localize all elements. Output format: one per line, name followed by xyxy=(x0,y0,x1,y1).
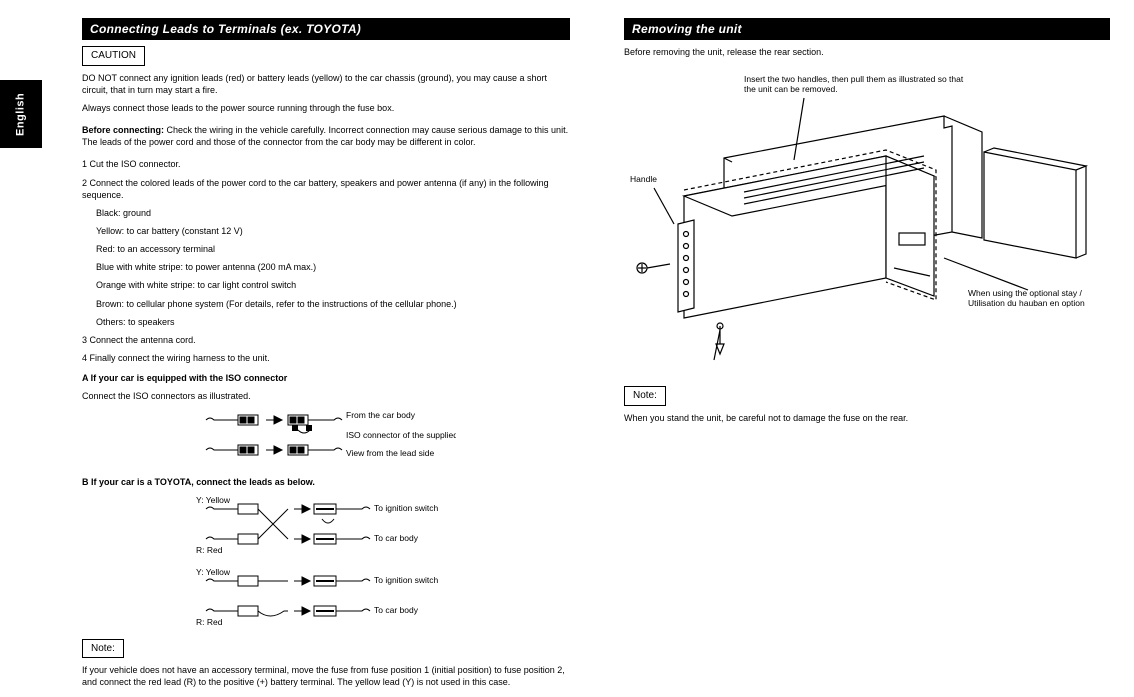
b2-body: To car body xyxy=(374,605,419,615)
s2-c: Red: to an accessory terminal xyxy=(96,243,570,255)
caution-label: CAUTION xyxy=(82,46,145,66)
before-heading: Before connecting: xyxy=(82,125,164,135)
connector-diagram-b1: Y: Yellow R: Red To ignition switch To c… xyxy=(196,495,456,557)
diagA-label1: From the car body xyxy=(346,410,416,420)
s2-f: Brown: to cellular phone system (For det… xyxy=(96,298,570,310)
b2-ign: To ignition switch xyxy=(374,575,439,585)
right-section-header: Removing the unit xyxy=(624,18,1110,40)
right-note-label: Note: xyxy=(624,386,666,406)
connector-diagram-a: From the car body ISO connector of the s… xyxy=(196,408,456,466)
right-column: Removing the unit Before removing the un… xyxy=(624,18,1110,430)
left-section-header: Connecting Leads to Terminals (ex. TOYOT… xyxy=(82,18,570,40)
diagA-label3: View from the lead side xyxy=(346,448,434,458)
blockB-title: B If your car is a TOYOTA, connect the l… xyxy=(82,477,315,487)
right-intro: Before removing the unit, release the re… xyxy=(624,46,1110,58)
b2-rlabel: R: Red xyxy=(196,617,223,627)
b1-ylabel: Y: Yellow xyxy=(196,495,231,505)
caution-para-1: DO NOT connect any ignition leads (red) … xyxy=(82,72,570,96)
caution-para-2: Always connect those leads to the power … xyxy=(82,102,570,114)
removal-illustration: Insert the two handles, then pull them a… xyxy=(624,68,1094,368)
left-note-label: Note: xyxy=(82,639,124,659)
callout-stay-text: When using the optional stay / Utilisati… xyxy=(968,288,1094,308)
blockA-text: Connect the ISO connectors as illustrate… xyxy=(82,390,570,402)
left-column: Connecting Leads to Terminals (ex. TOYOT… xyxy=(82,18,570,694)
callout-handles-text: Insert the two handles, then pull them a… xyxy=(744,74,964,94)
b1-rlabel: R: Red xyxy=(196,545,223,555)
s2-b: Yellow: to car battery (constant 12 V) xyxy=(96,225,570,237)
step4: 4 Finally connect the wiring harness to … xyxy=(82,352,570,364)
step3: 3 Connect the antenna cord. xyxy=(82,334,570,346)
s2-a: Black: ground xyxy=(96,207,570,219)
s2-e: Orange with white stripe: to car light c… xyxy=(96,279,570,291)
left-note-text: If your vehicle does not have an accesso… xyxy=(82,664,570,688)
language-tab: English xyxy=(0,80,42,148)
step1: 1 Cut the ISO connector. xyxy=(82,158,570,170)
blockA-title: A If your car is equipped with the ISO c… xyxy=(82,373,287,383)
b2-ylabel: Y: Yellow xyxy=(196,567,231,577)
right-note-text: When you stand the unit, be careful not … xyxy=(624,412,1110,424)
s2-g: Others: to speakers xyxy=(96,316,570,328)
diagA-label2: ISO connector of the supplied power cord xyxy=(346,430,456,440)
callout-handle-label: Handle xyxy=(630,174,657,184)
step2: 2 Connect the colored leads of the power… xyxy=(82,177,570,201)
b1-body: To car body xyxy=(374,533,419,543)
connector-diagram-b2: Y: Yellow R: Red To ignition switch To c… xyxy=(196,567,456,629)
s2-d: Blue with white stripe: to power antenna… xyxy=(96,261,570,273)
b1-ign: To ignition switch xyxy=(374,503,439,513)
